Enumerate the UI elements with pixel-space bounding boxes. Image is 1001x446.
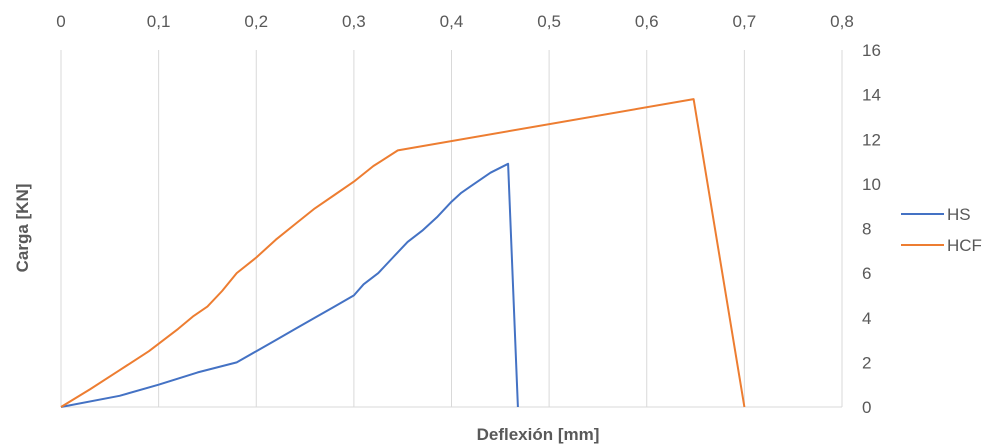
legend: HS HCF <box>901 205 982 255</box>
y-tick-label: 12 <box>862 130 881 149</box>
y-tick-label: 8 <box>862 220 871 239</box>
x-tick-label: 0,4 <box>440 12 464 31</box>
series-line-hs <box>60 162 519 408</box>
legend-label: HCF <box>947 236 982 255</box>
series-lines <box>60 98 746 408</box>
x-tick-label: 0,6 <box>635 12 659 31</box>
y-tick-label: 6 <box>862 264 871 283</box>
y-tick-label: 16 <box>862 41 881 60</box>
x-tick-label: 0,1 <box>147 12 171 31</box>
legend-label: HS <box>947 205 971 224</box>
y-tick-label: 0 <box>862 398 871 417</box>
y-tick-label: 10 <box>862 175 881 194</box>
x-tick-label: 0,3 <box>342 12 366 31</box>
vertical-gridlines <box>158 50 843 407</box>
x-tick-label: 0,2 <box>244 12 268 31</box>
y-tick-label: 14 <box>862 86 881 105</box>
x-tick-label: 0 <box>56 12 65 31</box>
y-axis-title: Carga [KN] <box>13 184 32 273</box>
y-tick-labels: 0 2 4 6 8 10 12 14 16 <box>862 41 881 417</box>
x-tick-label: 0,7 <box>733 12 757 31</box>
x-tick-labels: 0 0,1 0,2 0,3 0,4 0,5 0,6 0,7 0,8 <box>56 12 854 31</box>
x-tick-label: 0,5 <box>537 12 561 31</box>
series-line-hcf <box>60 98 746 408</box>
x-tick-label: 0,8 <box>830 12 854 31</box>
axes <box>60 50 842 408</box>
x-axis-title: Deflexión [mm] <box>477 425 600 444</box>
y-tick-label: 2 <box>862 353 871 372</box>
y-tick-label: 4 <box>862 309 871 328</box>
